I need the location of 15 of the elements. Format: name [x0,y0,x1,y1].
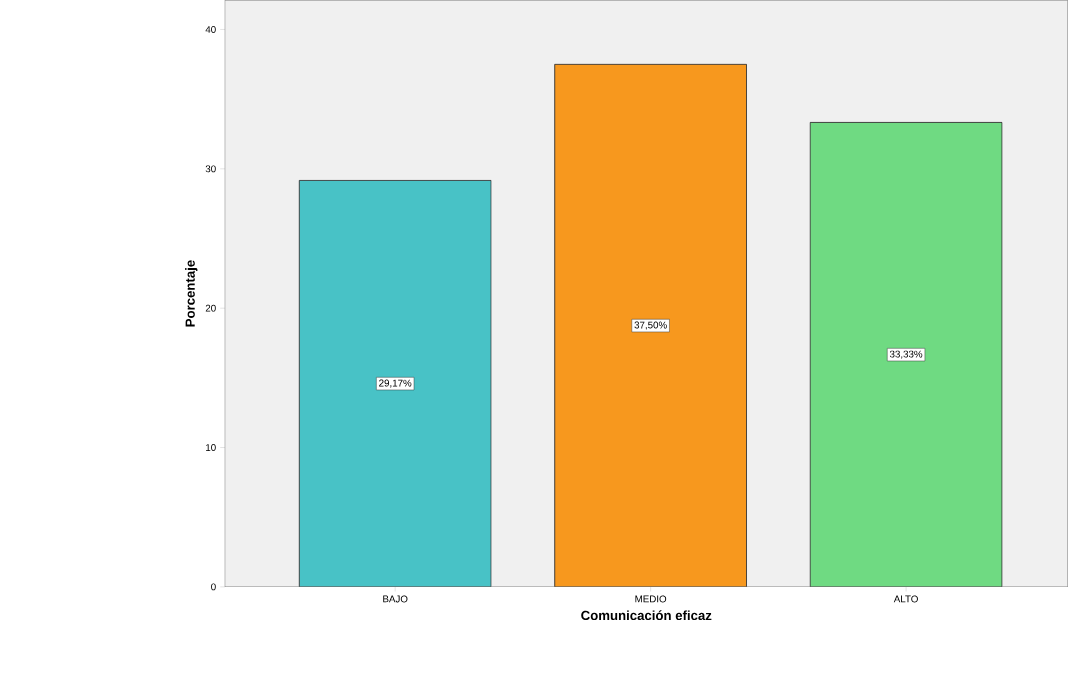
data-label: 37,50% [634,321,667,330]
data-label: 33,33% [889,350,923,359]
y-tick-label: 0 [211,583,216,591]
bar [554,64,747,588]
bar [298,180,492,588]
y-tick-label: 10 [206,444,216,452]
y-tick-label: 20 [205,304,216,312]
y-tick-label: 40 [205,26,216,34]
x-axis-title: Comunicación eficaz [581,610,712,621]
y-tick-label: 30 [205,165,216,173]
y-axis-title: Porcentaje [185,260,198,327]
x-tick-label: BAJO [383,595,408,603]
x-tick-label: MEDIO [635,595,667,603]
data-label: 29,17% [379,379,412,388]
x-tick-label: ALTO [893,595,918,603]
